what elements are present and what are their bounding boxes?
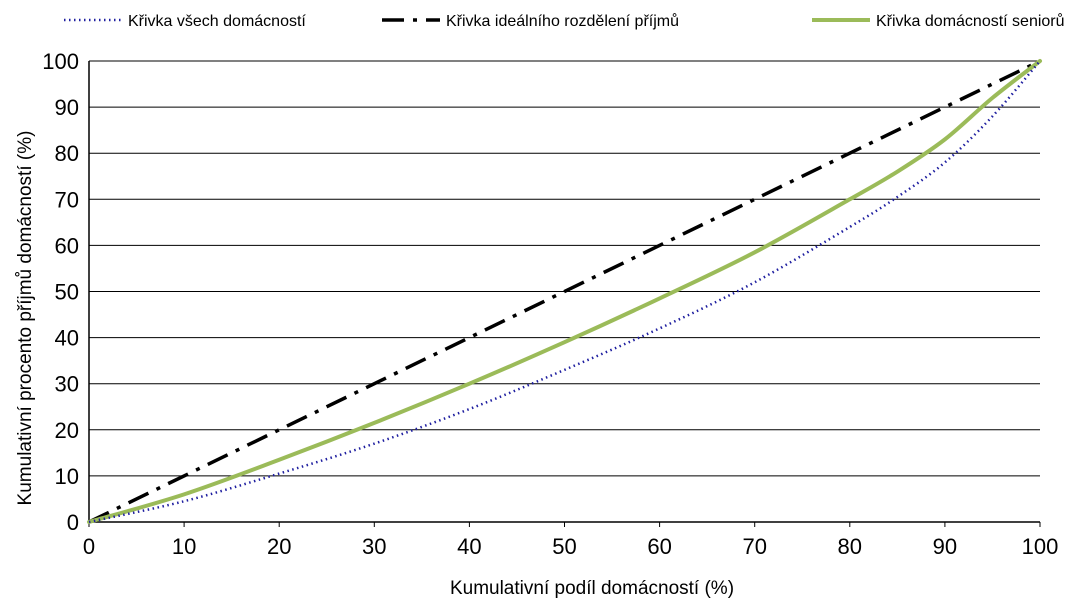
- legend-label-2: Křivka domácností seniorů: [876, 12, 1065, 30]
- x-tick-labels: 0 10 20 30 40 50 60 70 80 90 100: [83, 522, 1058, 559]
- y-tick-label: 10: [55, 464, 79, 489]
- y-tick-label: 30: [55, 372, 79, 397]
- series-line-1: [88, 59, 1041, 524]
- y-axis-title: Kumulativní procento příjmů domácností (…: [15, 131, 36, 506]
- y-tick-label: 50: [55, 280, 79, 305]
- legend-label-1: Křivka ideálního rozdělení příjmů: [446, 12, 679, 30]
- x-tick-label: 0: [83, 534, 95, 559]
- y-tick-label: 20: [55, 418, 79, 443]
- x-tick-label: 90: [933, 534, 957, 559]
- x-tick-label: 100: [1022, 534, 1059, 559]
- y-tick-label: 40: [55, 326, 79, 351]
- y-tick-label: 90: [55, 95, 79, 120]
- gridlines: [89, 60, 1040, 477]
- y-tick-labels: 0 10 20 30 40 50 60 70 80 90 100: [42, 49, 79, 535]
- series-line-2: [87, 59, 1042, 524]
- x-tick-label: 60: [647, 534, 671, 559]
- y-tick-label: 80: [55, 141, 79, 166]
- x-tick-label: 80: [838, 534, 862, 559]
- y-tick-label: 100: [42, 49, 79, 74]
- x-tick-label: 70: [742, 534, 766, 559]
- x-tick-label: 30: [362, 534, 386, 559]
- y-tick-label: 0: [67, 510, 79, 535]
- legend-label-0: Křivka všech domácností: [128, 13, 306, 30]
- x-tick-label: 40: [457, 534, 481, 559]
- legend: Křivka všech domácností Křivka ideálního …: [64, 12, 1065, 30]
- x-tick-label: 20: [267, 534, 291, 559]
- series-lines: [87, 59, 1042, 524]
- x-tick-label: 50: [552, 534, 576, 559]
- x-axis-title: Kumulativní podíl domácností (%): [450, 578, 734, 599]
- y-tick-label: 60: [55, 233, 79, 258]
- series-line-0: [88, 60, 1041, 524]
- x-tick-label: 10: [172, 534, 196, 559]
- y-tick-label: 70: [55, 187, 79, 212]
